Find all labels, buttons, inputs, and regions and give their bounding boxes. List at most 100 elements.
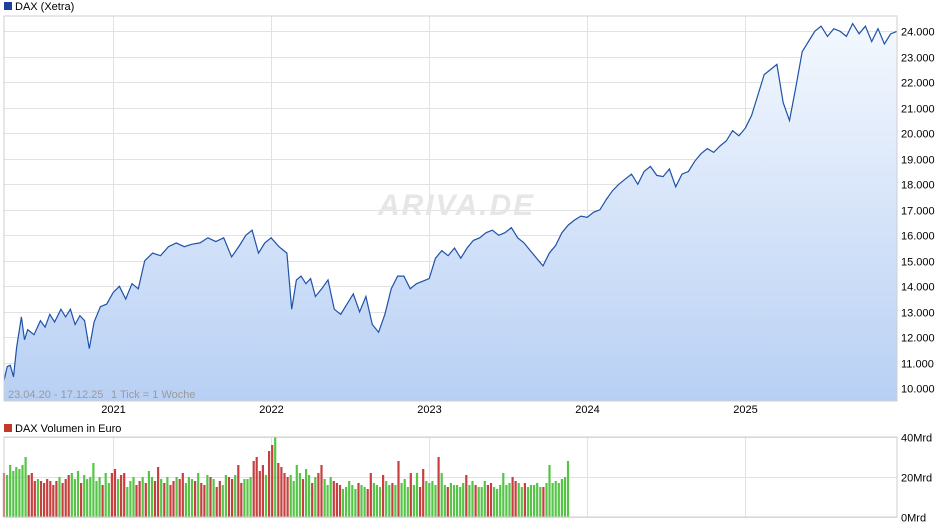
volume-bar <box>508 483 511 517</box>
main-y-tick-label: 23.000 <box>901 53 935 65</box>
main-x-tick-label: 2025 <box>733 404 757 416</box>
volume-bar <box>443 485 446 517</box>
main-y-tick-label: 13.000 <box>901 308 935 320</box>
volume-bar <box>67 475 70 517</box>
volume-bar <box>437 457 440 517</box>
volume-bar <box>194 481 197 517</box>
volume-bar <box>246 479 249 517</box>
volume-bar <box>178 479 181 517</box>
volume-bar <box>231 479 234 517</box>
volume-bar <box>104 473 107 517</box>
price-line <box>3 22 898 381</box>
volume-bar <box>117 479 120 517</box>
volume-bar <box>286 477 289 517</box>
volume-bar <box>533 485 536 517</box>
volume-bar <box>465 475 468 517</box>
volume-bar <box>234 475 237 517</box>
volume-bar <box>153 481 157 517</box>
volume-bar <box>406 487 409 517</box>
volume-bar <box>477 487 480 517</box>
volume-bar <box>295 465 298 517</box>
volume-bar <box>523 483 526 517</box>
volume-bar <box>83 475 86 517</box>
volume-bar <box>52 485 55 517</box>
price-legend-swatch <box>4 2 12 10</box>
volume-bar <box>255 457 258 517</box>
volume-bar <box>434 485 437 517</box>
volume-bars <box>2 437 570 517</box>
volume-bar <box>354 489 357 517</box>
volume-bar <box>283 473 286 517</box>
main-y-tick-label: 19.000 <box>901 155 935 167</box>
volume-bar <box>237 465 240 517</box>
volume-bar <box>517 483 520 517</box>
main-plot-frame <box>3 15 898 402</box>
volume-bar <box>95 481 98 517</box>
main-y-axis: 10.000 11.000 12.000 13.000 14.000 15.000 16.0… <box>901 27 935 396</box>
tick-interval-label: 1 Tick = 1 Woche <box>111 389 195 401</box>
volume-bar <box>147 471 150 517</box>
volume-y-tick-label: 0Mrd <box>901 513 926 525</box>
watermark: ARIVA.DE <box>377 189 535 222</box>
main-x-tick-label: 2024 <box>575 404 599 416</box>
volume-bar <box>249 477 252 517</box>
volume-bar <box>218 481 221 517</box>
volume-bar <box>126 487 129 517</box>
main-y-tick-label: 14.000 <box>901 282 935 294</box>
main-x-tick-label: 2023 <box>417 404 441 416</box>
volume-bar <box>39 481 43 517</box>
main-x-axis: 2021 2022 2023 2024 2025 <box>101 404 757 416</box>
volume-bar <box>89 477 92 517</box>
volume-bar <box>394 485 397 517</box>
volume-bar <box>9 465 12 517</box>
volume-bar <box>221 485 224 517</box>
main-y-tick-label: 20.000 <box>901 129 935 141</box>
volume-bar <box>474 485 477 517</box>
volume-bar <box>86 479 89 517</box>
volume-bar <box>548 465 551 517</box>
volume-bar <box>18 469 21 517</box>
volume-bar <box>520 487 523 517</box>
volume-bar <box>49 481 52 517</box>
volume-bar <box>314 477 317 517</box>
volume-bar <box>348 481 351 517</box>
volume-bar <box>489 483 493 517</box>
volume-bar <box>526 487 530 517</box>
main-y-tick-label: 17.000 <box>901 206 935 218</box>
volume-bar <box>73 479 76 517</box>
volume-bar <box>415 473 419 517</box>
volume-bar <box>268 451 271 517</box>
volume-bar <box>27 475 30 517</box>
volume-bar <box>308 475 311 517</box>
volume-bar <box>397 461 400 517</box>
volume-bar <box>169 485 172 517</box>
volume-bar <box>98 477 101 517</box>
volume-bar <box>33 481 36 517</box>
volume-bar <box>502 473 505 517</box>
volume-bar <box>511 477 514 517</box>
volume-bar <box>425 481 428 517</box>
main-y-tick-label: 21.000 <box>901 104 935 116</box>
volume-bar <box>409 473 412 517</box>
volume-bar <box>452 485 456 517</box>
volume-bar <box>539 487 542 517</box>
volume-bar <box>141 477 144 517</box>
volume-bar <box>209 477 212 517</box>
main-y-tick-label: 24.000 <box>901 27 935 39</box>
volume-bar <box>505 485 508 517</box>
main-y-tick-label: 10.000 <box>901 384 935 396</box>
volume-bar <box>323 479 326 517</box>
volume-bar <box>493 487 496 517</box>
volume-bar <box>332 481 335 517</box>
volume-bar <box>360 485 363 517</box>
volume-bar <box>160 479 163 517</box>
volume-bar <box>305 469 308 517</box>
volume-bar <box>431 481 434 517</box>
volume-bar <box>329 477 332 517</box>
volume-bar <box>514 481 517 517</box>
volume-bar <box>243 479 246 517</box>
volume-bar <box>529 485 533 517</box>
volume-bar <box>24 457 27 517</box>
volume-bar <box>440 473 443 517</box>
volume-bar <box>385 481 388 517</box>
